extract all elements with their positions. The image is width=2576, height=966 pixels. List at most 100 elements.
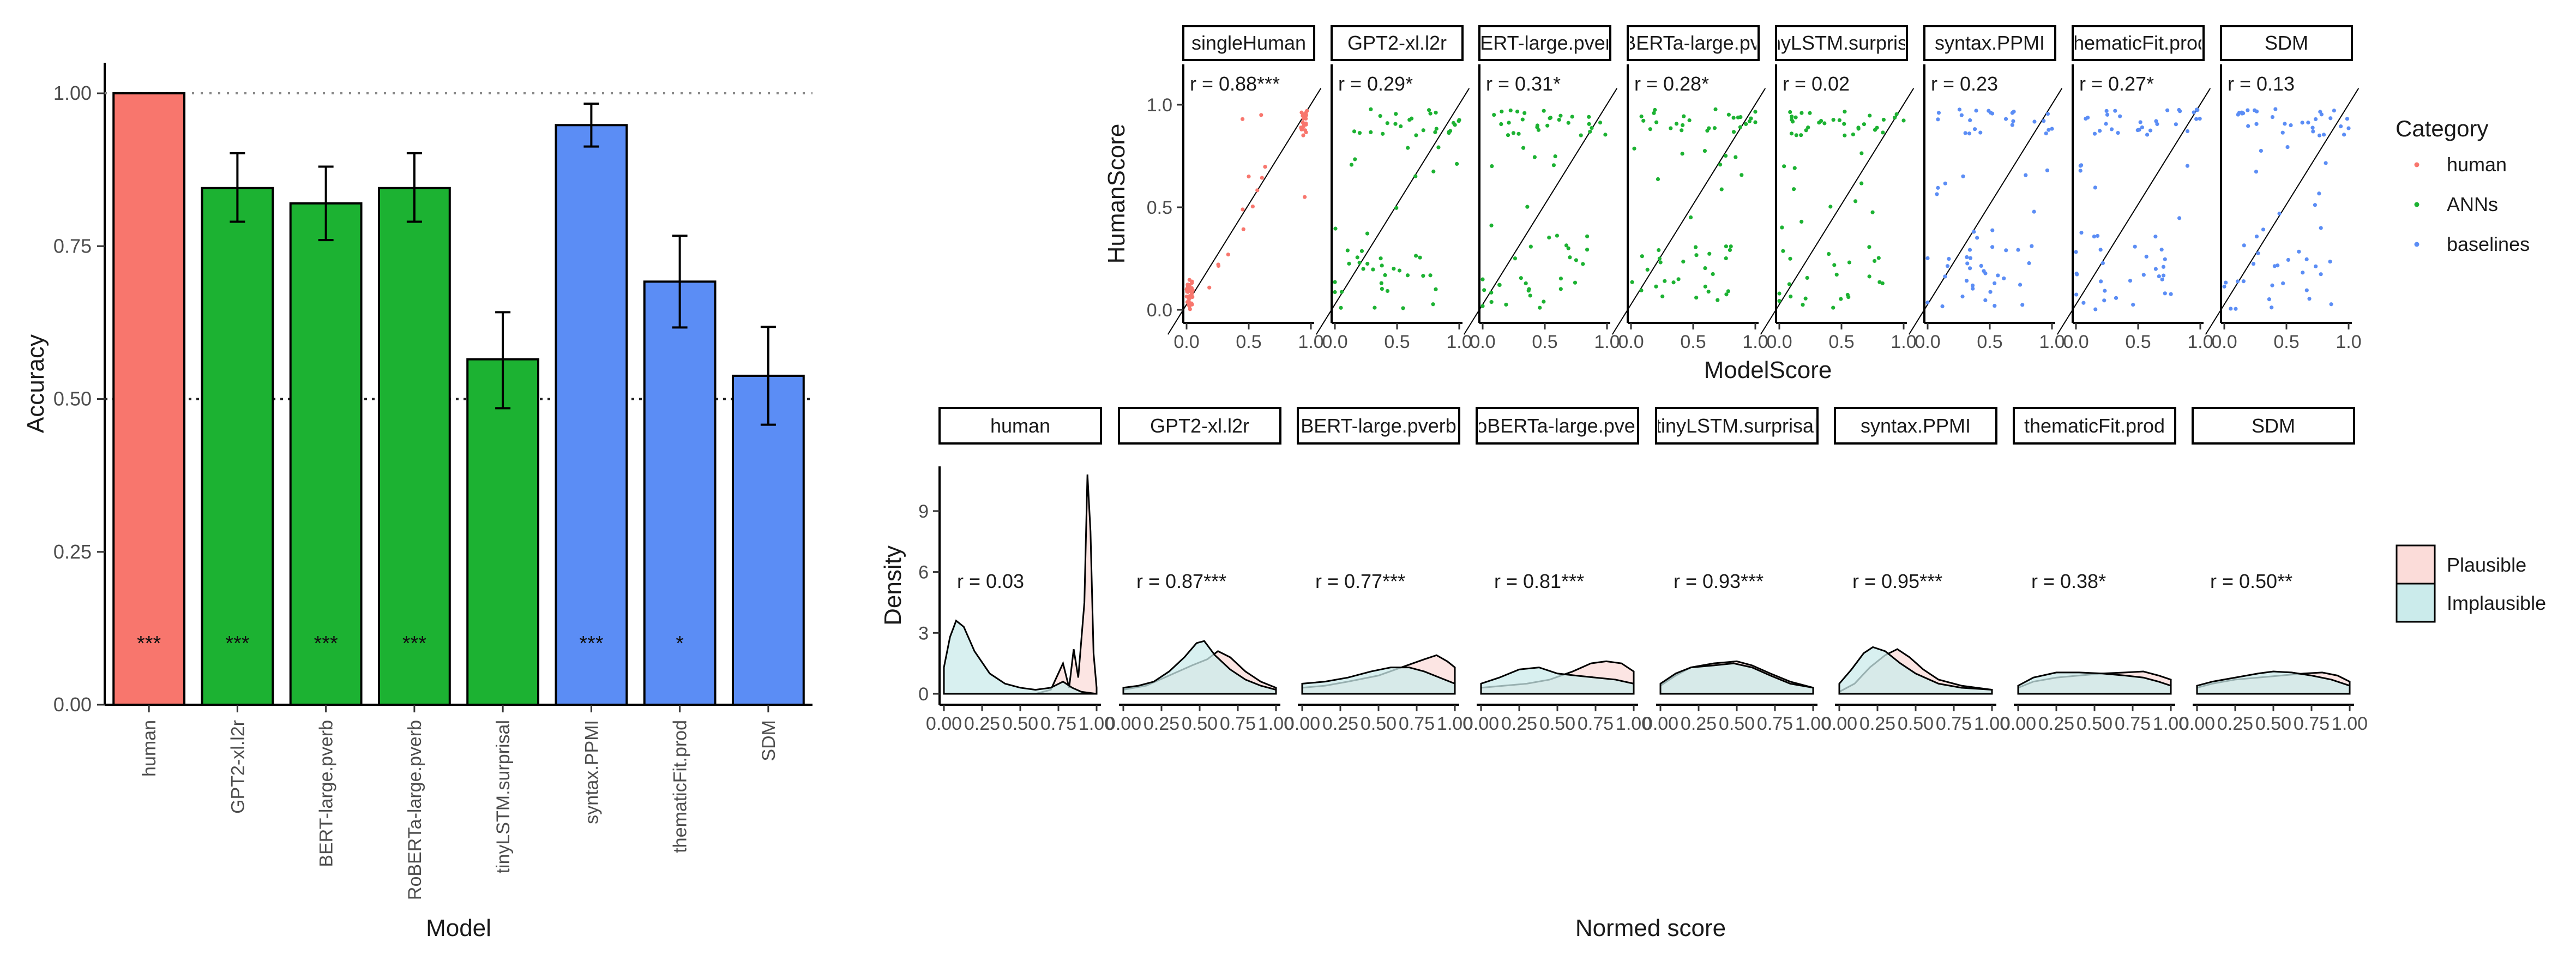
- data-point: [1521, 146, 1526, 150]
- data-point: [1339, 305, 1343, 310]
- data-point: [1987, 109, 1991, 113]
- data-point: [2165, 108, 2170, 112]
- data-point: [1788, 256, 1792, 261]
- data-point: [1357, 131, 1362, 135]
- data-point: [1414, 254, 1418, 258]
- data-point: [1352, 129, 1357, 134]
- data-point: [2254, 109, 2259, 113]
- data-point: [1894, 112, 1899, 116]
- data-point: [2319, 226, 2323, 230]
- data-point: [1394, 112, 1398, 116]
- x-tick-label: GPT2-xl.l2r: [227, 720, 248, 814]
- data-point: [1996, 273, 2000, 278]
- data-point: [1693, 245, 1698, 249]
- bar-syntax.PPMI: [555, 124, 628, 706]
- data-point: [1574, 258, 1579, 262]
- data-point: [1753, 110, 1758, 114]
- data-point: [2154, 119, 2158, 123]
- data-point: [2078, 169, 2083, 173]
- data-point: [1993, 304, 1997, 308]
- data-point: [1724, 256, 1728, 261]
- data-point: [2174, 122, 2178, 127]
- data-point: [1875, 125, 1879, 130]
- data-point: [1379, 281, 1383, 285]
- data-point: [2145, 133, 2150, 137]
- data-point: [1553, 154, 1557, 159]
- data-point: [2306, 121, 2310, 125]
- data-point: [1506, 133, 1510, 137]
- data-point: [1740, 173, 1744, 177]
- data-point: [2131, 303, 2135, 307]
- identity-line: [2205, 88, 2360, 335]
- data-point: [2342, 133, 2346, 137]
- data-point: [1383, 273, 1387, 277]
- data-point: [2222, 284, 2226, 289]
- density-implausible: [1301, 667, 1456, 695]
- facet-strip: [2220, 25, 2353, 61]
- data-point: [2093, 307, 2098, 311]
- data-point: [1247, 175, 1251, 179]
- legend-label: human: [2447, 153, 2507, 176]
- data-point: [1749, 116, 1753, 121]
- data-point: [1936, 117, 1940, 122]
- correlation-label: r = 0.13: [2228, 73, 2295, 95]
- significance-label: ***: [314, 632, 338, 655]
- data-point: [1842, 122, 1846, 126]
- data-point: [1845, 292, 1850, 297]
- data-point: [2198, 117, 2202, 121]
- facet-strip-label: tinyLSTM.surprisal: [1656, 415, 1818, 437]
- data-point: [1688, 215, 1693, 220]
- x-tick-label: 1.00: [1437, 713, 1473, 734]
- data-point: [2016, 248, 2020, 252]
- facet-strip-label: GPT2-xl.l2r: [1347, 32, 1447, 54]
- density-implausible: [1480, 667, 1635, 695]
- data-point: [1186, 287, 1190, 292]
- data-point: [1542, 299, 1546, 304]
- data-point: [1694, 296, 1699, 300]
- data-point: [1301, 125, 1305, 130]
- data-point: [2045, 168, 2050, 172]
- data-point: [1585, 248, 1590, 252]
- data-point: [2317, 191, 2321, 196]
- data-point: [2329, 302, 2333, 307]
- facet-strip-label: syntax.PPMI: [1935, 32, 2045, 54]
- facet-strip: [938, 407, 1102, 445]
- data-point: [1568, 255, 1572, 260]
- data-point: [2042, 119, 2046, 123]
- data-point: [2100, 261, 2105, 266]
- data-point: [1598, 121, 1603, 125]
- facet-strip-label: syntax.PPMI: [1861, 415, 1971, 437]
- data-point: [1724, 292, 1729, 297]
- data-point: [2098, 129, 2102, 133]
- bar-BERT-large.pverb: [289, 202, 363, 706]
- density-plausible: [944, 474, 1098, 695]
- data-point: [2314, 264, 2318, 268]
- x-tick-label: 0.5: [1680, 332, 1706, 352]
- data-point: [1427, 108, 1431, 112]
- data-point: [1304, 111, 1308, 115]
- data-point: [1960, 295, 1965, 299]
- data-point: [1361, 267, 1365, 271]
- x-tick-label: 1.0: [1594, 332, 1620, 352]
- data-point: [2254, 234, 2259, 239]
- data-point: [1525, 205, 1530, 209]
- data-point: [2084, 116, 2088, 121]
- x-tick-label: 1.0: [2336, 332, 2361, 352]
- data-point: [2307, 297, 2312, 301]
- data-point: [1831, 118, 1835, 122]
- significance-label: *: [676, 632, 684, 655]
- data-point: [2163, 291, 2167, 296]
- data-point: [1979, 263, 1983, 268]
- x-tick-label: 0.50: [1898, 713, 1934, 734]
- x-tick-label: 1.00: [2153, 713, 2189, 734]
- data-point: [1943, 274, 1947, 279]
- data-point: [1393, 122, 1398, 126]
- data-point: [2093, 185, 2097, 190]
- data-point: [1590, 125, 1594, 130]
- data-point: [2002, 276, 2006, 280]
- data-point: [2273, 107, 2278, 111]
- scatter-panel-tinyLSTM.surprisal: tinyLSTM.surprisal r = 0.02 0.0 0.5 1.0: [1760, 25, 1917, 352]
- data-point: [2229, 307, 2233, 311]
- data-point: [1570, 115, 1574, 119]
- x-tick-label: 0.5: [1384, 332, 1410, 352]
